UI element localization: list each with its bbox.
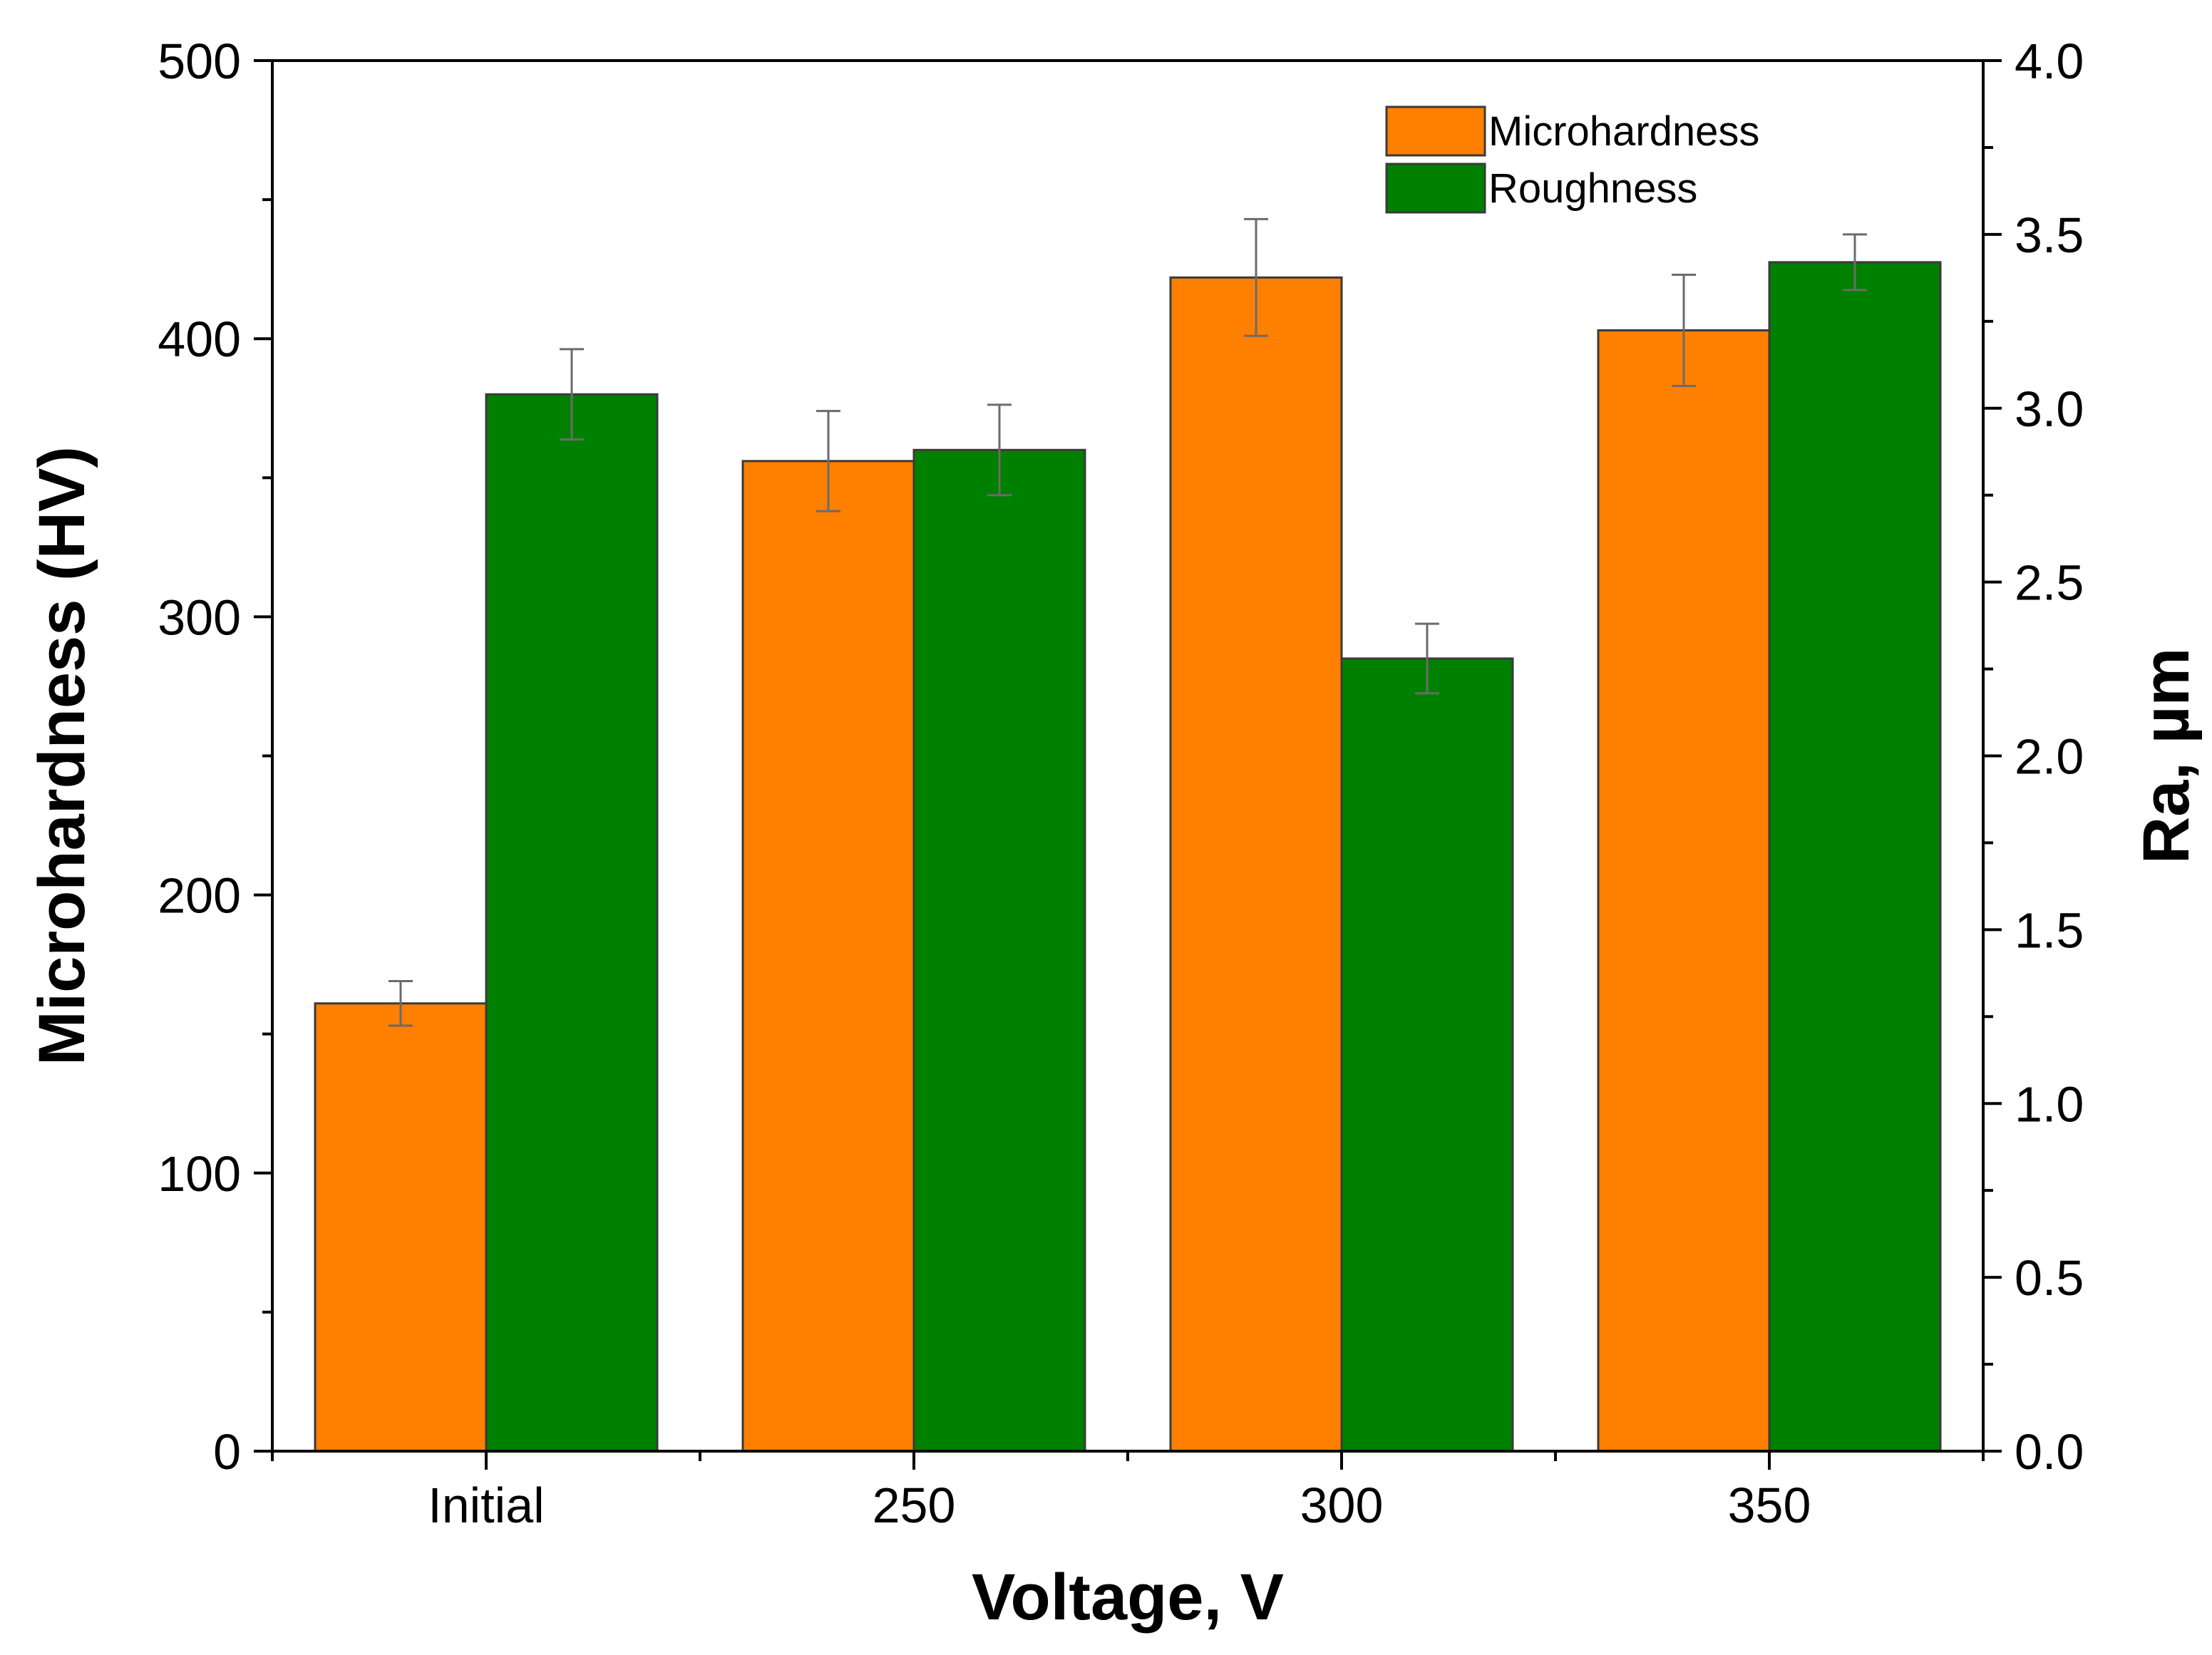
axes-layer: 0 100 200 300 400 500 0.0 0.5 1.0 1.5 2.0 2.5 3.0 3.5… [158,33,2084,1533]
y-tick-label: 100 [158,1146,241,1202]
x-tick-label: 350 [1728,1478,1811,1533]
y2-tick-label: 1.5 [2015,902,2084,958]
x-tick-label: 250 [873,1478,956,1533]
error-bars-layer [389,217,1867,1027]
y-tick-label: 400 [158,311,241,367]
y2-tick-label: 3.0 [2015,381,2084,437]
bar-roughness-3 [1768,261,1942,1453]
y-axis-title: Microhardness (HV) [26,446,98,1066]
bar-microhardness-3 [1597,329,1771,1453]
bar-microhardness-2 [1169,276,1343,1453]
x-tick-label: Initial [428,1478,544,1533]
legend-swatch-roughness [1385,163,1486,214]
y-tick-label: 300 [158,589,241,645]
y2-tick-label: 2.0 [2015,729,2084,785]
y-tick-label: 200 [158,868,241,924]
bar-microhardness-1 [741,460,915,1453]
y-tick-label: 0 [213,1424,241,1480]
y2-tick-label: 1.0 [2015,1076,2084,1132]
legend-label-roughness: Roughness [1488,165,1697,212]
y2-tick-label: 4.0 [2015,33,2084,89]
y2-axis-title: Ra, µm [2130,648,2203,865]
bar-microhardness-0 [314,1002,488,1453]
legend-swatch-microhardness [1385,105,1486,157]
y2-tick-label: 0.5 [2015,1250,2084,1306]
bars-layer [314,261,1942,1453]
bar-roughness-1 [912,448,1086,1453]
bar-roughness-0 [485,393,659,1453]
legend: Microhardness Roughness [1385,105,1759,214]
x-axis-title: Voltage, V [972,1561,1284,1634]
y-tick-label: 500 [158,33,241,89]
y2-tick-label: 2.5 [2015,555,2084,611]
legend-label-microhardness: Microhardness [1488,108,1759,155]
x-tick-label: 300 [1300,1478,1384,1533]
y2-tick-label: 3.5 [2015,207,2084,263]
bar-roughness-2 [1340,657,1514,1453]
y2-tick-label: 0.0 [2015,1424,2084,1480]
